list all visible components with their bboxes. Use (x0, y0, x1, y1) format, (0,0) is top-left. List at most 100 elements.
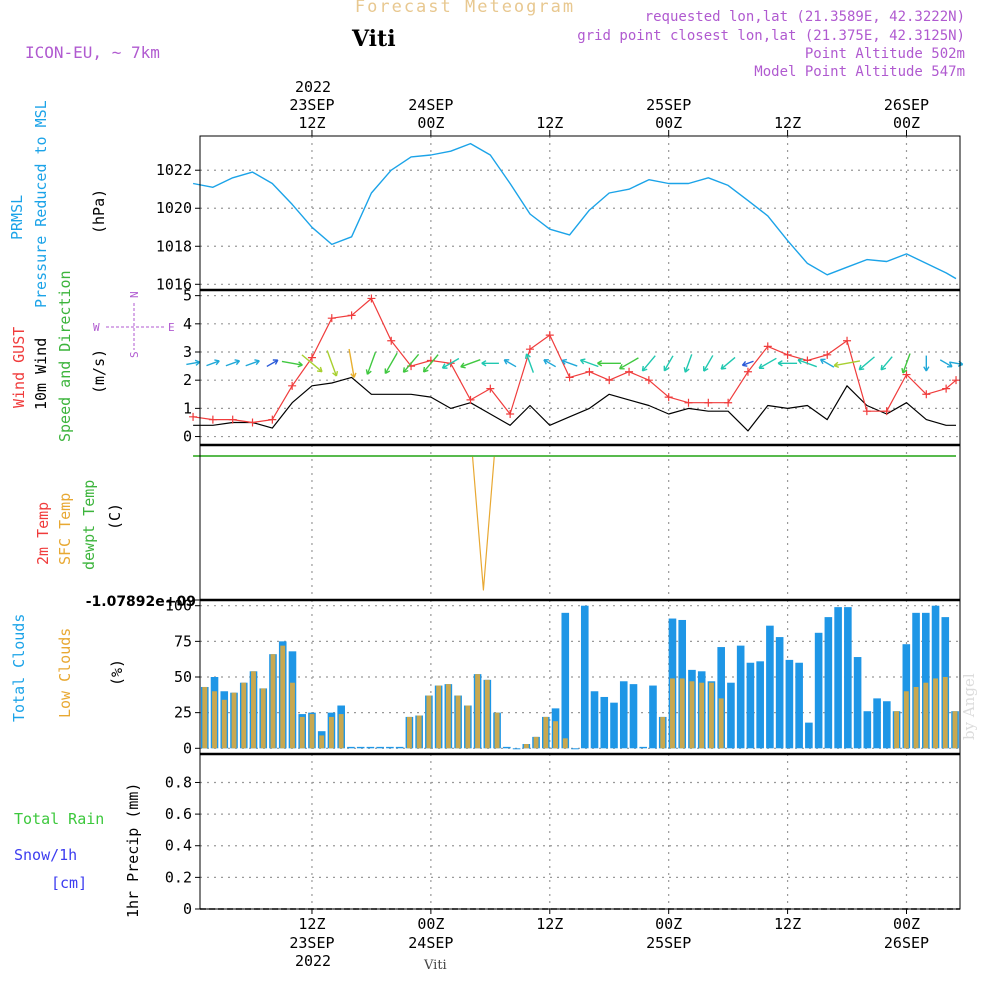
total-cloud-bar (775, 637, 784, 749)
total-cloud-bar (580, 605, 589, 749)
total-cloud-bar (746, 662, 755, 749)
total-cloud-bar (717, 647, 725, 749)
wind-arrow-head (741, 360, 748, 367)
precip-cm-label: [cm] (51, 874, 87, 892)
low-cloud-bar (933, 678, 938, 749)
wind-gust-marker (525, 345, 534, 354)
low-cloud-bar (894, 711, 900, 749)
low-cloud-bar (241, 682, 247, 749)
wind-direction-label: Speed and Direction (56, 270, 74, 442)
wind-direction-arrow (641, 355, 656, 372)
low-cloud-bar (942, 677, 948, 749)
low-cloud-bar (260, 688, 266, 749)
low-cloud-bar (923, 682, 929, 749)
y-tick-label: 0.6 (165, 805, 192, 823)
y-tick-label: 25 (174, 704, 192, 722)
requested-coords: requested lon,lat (21.3589E, 42.3222N) (644, 9, 965, 25)
wind-direction-arrow (384, 352, 398, 374)
wind-direction-arrow (820, 358, 835, 368)
wind-10m-label: 10m Wind (32, 338, 50, 410)
y-tick-label: 0.2 (165, 868, 192, 886)
wind-direction-arrow (225, 360, 240, 367)
total-cloud-bar (883, 701, 891, 749)
compass-east: E (168, 321, 175, 334)
wind-unit: (m/s) (90, 349, 108, 394)
wind-arrow-head (923, 366, 930, 372)
wind-direction-arrow (206, 360, 220, 367)
total-cloud-bar (649, 685, 657, 749)
y-tick-label: 5 (183, 287, 192, 305)
wind-direction-arrow (663, 355, 674, 372)
y-tick-label: 1016 (156, 275, 192, 293)
wind-gust-marker (466, 395, 475, 404)
wind-direction-arrow (561, 359, 578, 367)
wind-gust-line (193, 297, 957, 424)
wind-direction-arrow (880, 356, 893, 371)
low-cloud-bar (699, 682, 705, 749)
total-cloud-bar (619, 681, 628, 749)
total-cloud-bar (561, 612, 570, 749)
y-tick-label: 0 (183, 739, 192, 757)
low-cloud-bar (280, 645, 286, 749)
wind-arrow-head (254, 359, 260, 366)
low-cloud-bar (553, 721, 558, 749)
wind-direction-arrow (442, 357, 460, 369)
model-altitude: Model Point Altitude 547m (754, 64, 965, 80)
wind-gust-marker (248, 418, 257, 427)
y-tick-label: 100 (165, 597, 192, 615)
total-cloud-bar (386, 746, 394, 749)
total-cloud-bar (610, 702, 618, 749)
wind-arrow-head (703, 366, 709, 372)
pressure-unit: (hPa) (90, 189, 108, 234)
total-cloud-bar (766, 625, 774, 749)
pressure-label-msl: Pressure Reduced to MSL (32, 100, 50, 308)
wind-gust-marker (288, 381, 297, 390)
top-year-label: 2022 (295, 78, 331, 96)
bottom-time-label: 00Z (655, 915, 682, 933)
total-cloud-bar (727, 682, 735, 749)
chart-title: Forecast Meteogram (354, 0, 576, 17)
wind-arrow-head (947, 361, 953, 368)
low-cloud-bar (903, 691, 909, 749)
wind-direction-arrow (186, 361, 200, 366)
wind-direction-arrow (281, 360, 303, 366)
top-day-label: 23SEP (289, 96, 334, 114)
compass-west: W (93, 321, 100, 334)
panel-frame-precip (199, 753, 961, 910)
y-tick-label: 3 (183, 343, 192, 361)
low-cloud-bar (484, 679, 490, 749)
total-cloud-bar (795, 662, 803, 749)
wind-arrow-head (350, 372, 357, 378)
wind-gust-marker (743, 367, 752, 376)
wind-gust-marker (208, 415, 217, 424)
bottom-time-label: 00Z (893, 915, 920, 933)
wind-gust-marker (664, 393, 673, 402)
top-time-label: 12Z (298, 114, 325, 132)
wind-arrow-head (819, 358, 826, 365)
y-tick-label: 1020 (156, 199, 192, 217)
total-cloud-bar (853, 657, 862, 749)
wind-arrow-head (384, 368, 391, 375)
wind-direction-arrow (348, 348, 355, 378)
wind-arrow-head (524, 353, 531, 359)
wind-arrow-head (597, 360, 603, 367)
wind-arrow-head (858, 364, 865, 371)
low-cloud-bar (426, 695, 432, 749)
low-cloud-bar (290, 682, 295, 749)
bottom-time-label: 12Z (774, 915, 801, 933)
total-cloud-bar (366, 746, 375, 749)
wind-gust-marker (367, 294, 376, 303)
wind-direction-arrow (580, 359, 599, 368)
low-cloud-bar (445, 684, 451, 749)
point-altitude: Point Altitude 502m (804, 46, 965, 62)
wind-arrow-head (402, 367, 409, 373)
wind-gust-marker (862, 407, 871, 416)
wind-arrow-head (777, 360, 783, 367)
total-cloud-bar (571, 748, 579, 750)
top-day-label: 25SEP (646, 96, 691, 114)
wind-arrow-head (503, 359, 510, 365)
low-cloud-bar (670, 678, 675, 749)
low-cloud-bar (543, 716, 549, 749)
wind-arrow-head (901, 368, 908, 374)
wind-gust-marker (625, 367, 634, 376)
